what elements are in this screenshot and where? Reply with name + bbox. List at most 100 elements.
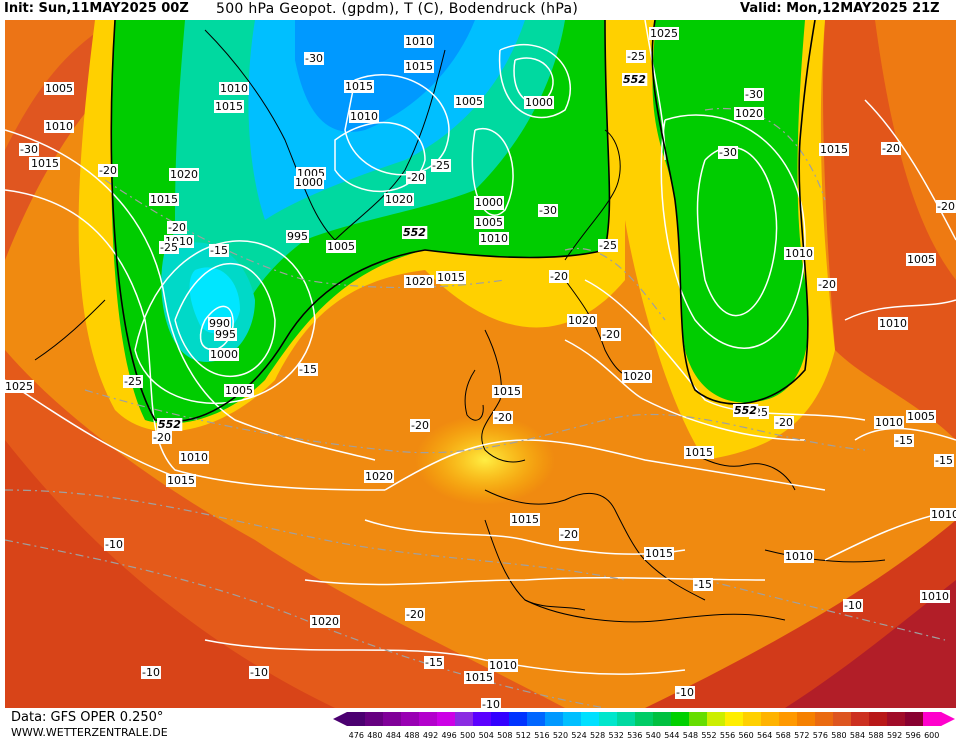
pressure-label: 1005 [475, 216, 503, 229]
label-background [881, 142, 901, 155]
label-background [149, 193, 179, 206]
legend-tick-label: 540 [646, 731, 661, 740]
pressure-label: 1015 [150, 193, 178, 206]
label-background [894, 434, 914, 447]
label-background [410, 419, 430, 432]
pressure-label: 1005 [907, 410, 935, 423]
temperature-label: -15 [210, 244, 228, 257]
pressure-label: 1005 [327, 240, 355, 253]
legend-tick-label: 584 [850, 731, 865, 740]
legend-tick-label: 588 [868, 731, 883, 740]
pressure-label: 1010 [875, 416, 903, 429]
temperature-label: -15 [425, 656, 443, 669]
pressure-label: 1000 [475, 196, 503, 209]
legend-tick-label: 508 [497, 731, 512, 740]
label-background [152, 431, 172, 444]
legend-tick-label: 512 [516, 731, 531, 740]
temperature-label: -15 [935, 454, 953, 467]
legend-swatch [347, 712, 366, 726]
label-background [622, 370, 652, 383]
legend-tick-label: 556 [720, 731, 735, 740]
label-background [179, 451, 209, 464]
temperature-label: -20 [550, 270, 568, 283]
legend-swatch [527, 712, 546, 726]
pressure-label: 1005 [225, 384, 253, 397]
label-background [906, 253, 936, 266]
temperature-label: -15 [694, 578, 712, 591]
legend-tick-label: 532 [609, 731, 624, 740]
pressure-label: 1010 [931, 508, 956, 521]
legend-swatch [401, 712, 420, 726]
legend-tick-label: 496 [441, 731, 456, 740]
legend-swatch [563, 712, 582, 726]
temperature-label: -10 [844, 599, 862, 612]
pressure-label: 1015 [820, 143, 848, 156]
label-background [431, 159, 451, 172]
label-background [326, 240, 356, 253]
pressure-label: 1015 [493, 385, 521, 398]
temperature-label: -20 [937, 200, 955, 213]
temperature-label: -30 [745, 88, 763, 101]
temperature-label: -10 [105, 538, 123, 551]
label-background [874, 416, 904, 429]
label-background [209, 348, 239, 361]
temperature-isotherms [5, 108, 946, 708]
legend-arrow-right [941, 712, 955, 726]
legend-swatch [923, 712, 942, 726]
pressure-label: 1015 [31, 157, 59, 170]
legend-tick-label: 524 [571, 731, 586, 740]
pressure-label: 1020 [623, 370, 651, 383]
label-background [817, 278, 837, 291]
legend-tick-label: 564 [757, 731, 772, 740]
legend-swatch [797, 712, 816, 726]
temperature-label: -25 [160, 241, 178, 254]
legend-swatch [887, 712, 906, 726]
legend-tick-label: 552 [701, 731, 716, 740]
pressure-label: 1010 [879, 317, 907, 330]
label-background [159, 241, 179, 254]
legend-tick-label: 548 [683, 731, 698, 740]
pressure-label: 1010 [220, 82, 248, 95]
label-background [167, 221, 187, 234]
valid-time: Valid: Mon,12MAY2025 21Z [740, 1, 940, 16]
legend-tick-label: 576 [813, 731, 828, 740]
label-background [784, 550, 814, 563]
label-background [906, 410, 936, 423]
label-background [219, 82, 249, 95]
label-background [930, 508, 956, 521]
legend-swatch [671, 712, 690, 726]
legend-tick-label: 520 [553, 731, 568, 740]
label-background [214, 328, 237, 341]
temperature-label: -20 [407, 171, 425, 184]
legend-tick-label: 480 [367, 731, 382, 740]
pressure-label: 1020 [365, 470, 393, 483]
label-background [404, 60, 434, 73]
label-background [474, 216, 504, 229]
label-background [98, 164, 118, 177]
pressure-label: 1020 [405, 275, 433, 288]
pressure-label: 1010 [45, 120, 73, 133]
contour-label: 552 [403, 226, 426, 239]
label-background [481, 698, 501, 708]
contour-552 [110, 20, 816, 423]
legend-swatch [491, 712, 510, 726]
label-background [598, 239, 618, 252]
temperature-label: -20 [560, 528, 578, 541]
label-background [684, 446, 714, 459]
legend-swatch [581, 712, 600, 726]
label-background [454, 95, 484, 108]
legend-swatch [635, 712, 654, 726]
temperature-label: -20 [153, 431, 171, 444]
legend-tick-label: 476 [349, 731, 364, 740]
legend-tick-label: 492 [423, 731, 438, 740]
temperature-label: -15 [895, 434, 913, 447]
label-background [559, 528, 579, 541]
data-source: Data: GFS OPER 0.250° [11, 710, 164, 725]
legend-tick-label: 504 [479, 731, 494, 740]
pressure-label: 1010 [921, 590, 949, 603]
legend-swatch [689, 712, 708, 726]
label-background [492, 385, 522, 398]
legend-swatch [653, 712, 672, 726]
label-background [169, 168, 199, 181]
pressure-label: 1010 [489, 659, 517, 672]
